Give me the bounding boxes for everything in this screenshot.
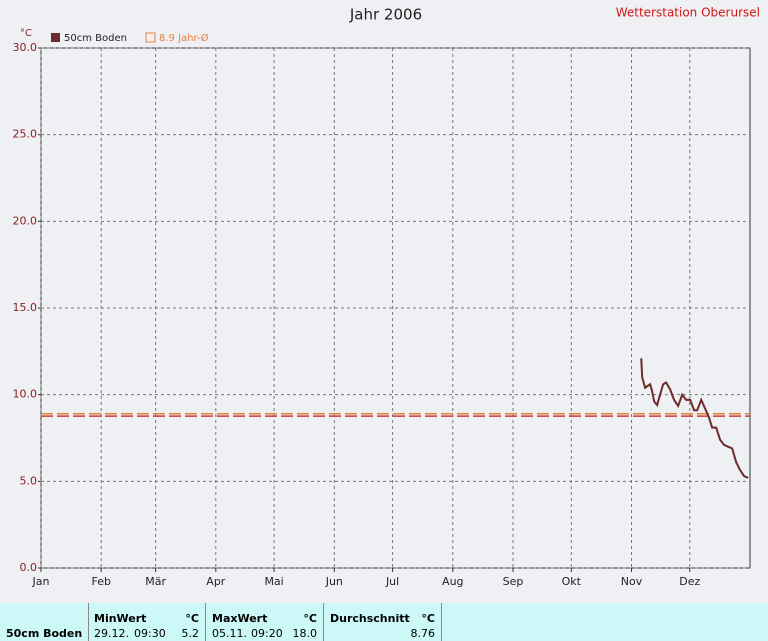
x-tick-label: Mai <box>264 575 283 588</box>
y-unit: °C <box>20 28 32 39</box>
x-tick-label: Apr <box>206 575 226 588</box>
legend-marker <box>51 33 60 42</box>
x-tick-label: Dez <box>679 575 700 588</box>
series-line <box>640 358 749 479</box>
station: Wetterstation Oberursel <box>616 6 760 20</box>
y-tick-label: 15.0 <box>13 301 38 314</box>
x-tick-label: Sep <box>503 575 524 588</box>
y-tick-label: 0.0 <box>20 561 38 574</box>
y-tick-label: 5.0 <box>20 474 38 487</box>
cell: Durchschnitt °C 8.76 <box>324 603 442 641</box>
date: 29.12. <box>94 627 129 640</box>
x-tick-label: Okt <box>562 575 582 588</box>
row-name: 50cm Boden <box>6 627 83 640</box>
x-tick-label: Aug <box>442 575 463 588</box>
chart: Jahr 2006 Wetterstation Oberursel °C 0.0… <box>13 6 761 589</box>
x-tick-label: Jun <box>325 575 343 588</box>
header: MinWert <box>94 612 147 625</box>
time: 09:30 <box>134 627 166 640</box>
unit: °C <box>303 612 317 625</box>
value: 8.76 <box>410 627 436 640</box>
unit: °C <box>185 612 199 625</box>
stats-table: 50cm Boden MinWert °C 29.12. 09:30 5.2 M… <box>0 603 768 641</box>
unit: °C <box>421 612 435 625</box>
cell: 50cm Boden <box>0 603 89 641</box>
legend-label: 50cm Boden <box>64 33 127 44</box>
x-tick-label: Feb <box>91 575 110 588</box>
legend-marker <box>145 32 156 43</box>
y-tick-label: 30.0 <box>13 41 38 54</box>
chart-title: Jahr 2006 <box>349 6 422 24</box>
x-tick-label: Jan <box>32 575 50 588</box>
x-tick-label: Jul <box>385 575 399 588</box>
x-tick-label: Nov <box>621 575 643 588</box>
legend-label: 8.9 Jahr-Ø <box>159 32 209 44</box>
date: 05.11. <box>212 627 247 640</box>
y-tick-label: 25.0 <box>13 128 38 141</box>
value: 18.0 <box>292 627 318 640</box>
time: 09:20 <box>251 627 283 640</box>
header: Durchschnitt <box>330 612 410 625</box>
y-tick-label: 10.0 <box>13 388 38 401</box>
y-tick-label: 20.0 <box>13 214 38 227</box>
cell: MinWert °C 29.12. 09:30 5.2 <box>89 603 206 641</box>
header: MaxWert <box>212 612 268 625</box>
x-tick-label: Mär <box>145 575 166 588</box>
cell: MaxWert °C 05.11. 09:20 18.0 <box>206 603 324 641</box>
value: 5.2 <box>181 627 200 640</box>
